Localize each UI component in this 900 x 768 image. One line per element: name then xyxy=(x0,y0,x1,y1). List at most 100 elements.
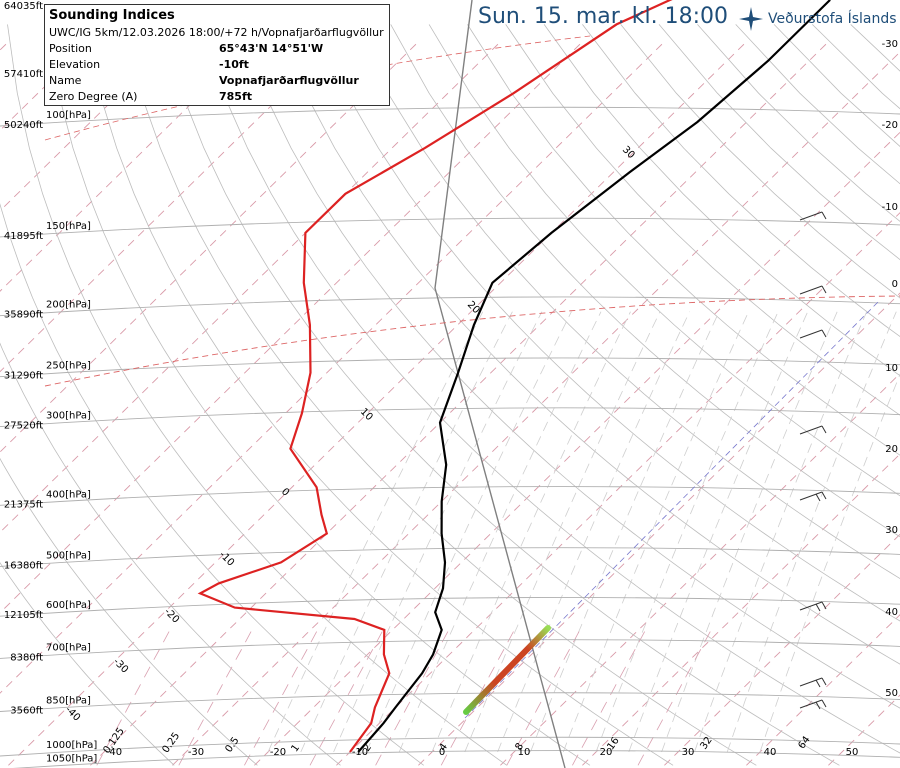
barb-flag xyxy=(821,425,827,434)
dry-adiabat-line xyxy=(275,24,900,665)
dry-adiabat-line xyxy=(83,24,674,766)
dry-adiabat-line xyxy=(160,24,840,766)
info-value: Vopnafjarðarflugvöllur xyxy=(219,74,359,87)
dry-adiabat-line xyxy=(352,24,900,580)
altitude-tick-label: 8380ft xyxy=(10,652,43,663)
freezing-level-line xyxy=(44,295,900,387)
dry-adiabat-line xyxy=(428,24,900,497)
isobar-line xyxy=(0,597,900,617)
moist-adiabat-line xyxy=(366,311,572,753)
info-label: Zero Degree (A) xyxy=(49,90,138,103)
brand-logo[interactable]: Veðurstofa Íslands xyxy=(738,6,897,32)
isobar-line xyxy=(0,639,900,659)
dry-adiabat-line xyxy=(237,24,900,709)
pressure-tick-label: 700[hPa] xyxy=(46,642,91,653)
barb-flag xyxy=(815,679,821,688)
info-label: Name xyxy=(49,74,82,87)
isotherm-label: -10 xyxy=(217,549,236,568)
altitude-tick-label: 21375ft xyxy=(4,499,43,510)
isotherm-line xyxy=(664,533,900,766)
sounding-info-box: Sounding Indices UWC/IG 5km/12.03.2026 1… xyxy=(44,4,390,106)
isobar-line xyxy=(13,750,900,768)
dry-adiabat-line xyxy=(390,24,900,538)
dry-adiabat-line xyxy=(850,24,900,72)
wind-barb xyxy=(799,601,827,612)
moist-adiabat-line xyxy=(562,311,749,753)
wind-barb xyxy=(799,677,827,688)
pressure-tick-label: 250[hPa] xyxy=(46,361,91,372)
info-title: Sounding Indices xyxy=(49,8,175,23)
dry-adiabat-lines xyxy=(0,24,900,766)
mixing-ratio-line xyxy=(572,625,649,766)
surface-parcel-band xyxy=(463,625,551,715)
wind-barb xyxy=(799,285,827,295)
mixing-ratio-line xyxy=(178,625,255,766)
isotherm-line xyxy=(254,131,900,766)
moist-adiabat-lines xyxy=(267,311,900,753)
pressure-tick-label: 1000[hPa] xyxy=(46,740,97,751)
isotherm-line xyxy=(746,614,900,766)
barb-flag xyxy=(821,699,827,708)
dry-adiabat-line xyxy=(0,203,424,766)
mixing-ratio-label: 0.5 xyxy=(223,735,241,754)
isotherm-line xyxy=(0,42,8,51)
moist-adiabat-line xyxy=(267,311,484,753)
right-axis-label: 10 xyxy=(885,363,898,374)
right-axis-label: -30 xyxy=(882,39,898,50)
mixing-ratio-label: 4 xyxy=(437,742,450,754)
barb-shaft xyxy=(799,211,823,221)
barb-shaft xyxy=(799,601,823,611)
wind-reference-line xyxy=(464,299,881,719)
wind-barb xyxy=(799,329,827,339)
forecast-time-title: Sun. 15. mar. kl. 18:00 xyxy=(478,4,728,29)
info-value: 785ft xyxy=(219,90,253,103)
wind-barb xyxy=(799,425,827,435)
moist-adiabat-line xyxy=(694,311,868,753)
axis-labels: 100[hPa]50240ft150[hPa]41895ft200[hPa]35… xyxy=(4,1,898,764)
dry-adiabat-line xyxy=(773,24,900,148)
isotherm-line xyxy=(500,372,900,766)
pressure-tick-label: 100[hPa] xyxy=(46,110,91,121)
moist-adiabat-line xyxy=(497,311,690,753)
temperature-tick-label: -10 xyxy=(352,747,368,758)
pressure-tick-label: 200[hPa] xyxy=(46,300,91,311)
right-axis-label: 50 xyxy=(885,688,898,699)
info-label: Position xyxy=(49,42,92,55)
dry-adiabat-line xyxy=(122,24,757,766)
dry-adiabat-line xyxy=(735,24,900,185)
dry-adiabat-line xyxy=(505,24,900,416)
right-axis-label: -20 xyxy=(882,120,898,131)
pressure-tick-label: 300[hPa] xyxy=(46,411,91,422)
isotherm-label: 0 xyxy=(279,486,291,498)
isotherm-line xyxy=(828,694,900,766)
right-axis-label: -10 xyxy=(882,202,898,213)
wind-barb xyxy=(799,211,827,221)
altitude-tick-label: 3560ft xyxy=(10,706,43,717)
temperature-tick-label: 30 xyxy=(682,747,695,758)
isobar-line xyxy=(0,217,900,238)
moist-adiabat-line xyxy=(628,311,809,753)
dry-adiabat-line xyxy=(313,24,900,622)
barb-shaft xyxy=(799,677,823,687)
wind-barbs xyxy=(799,211,827,710)
mixing-ratio-line xyxy=(375,625,452,766)
moist-adiabat-line xyxy=(333,311,543,753)
moist-adiabat-line xyxy=(759,373,900,753)
isotherm-line xyxy=(418,292,900,766)
moist-adiabat-line xyxy=(661,311,838,753)
dry-adiabat-line xyxy=(620,24,900,299)
barb-shaft xyxy=(799,329,823,339)
isotherm-line xyxy=(0,42,336,373)
mixing-ratio-line xyxy=(244,625,321,766)
isobar-line xyxy=(0,692,900,712)
isobar-line xyxy=(0,486,900,506)
isotherm-line xyxy=(8,42,746,766)
altitude-tick-label: 12105ft xyxy=(4,610,43,621)
mixing-ratio-label: 0.25 xyxy=(160,731,182,756)
mixing-ratio-line xyxy=(637,625,714,766)
dry-adiabat-line xyxy=(45,24,591,766)
info-subtitle: UWC/IG 5km/12.03.2026 18:00/+72 h/Vopnaf… xyxy=(49,26,384,39)
barb-flag xyxy=(815,493,821,502)
dry-adiabat-line xyxy=(0,457,258,766)
